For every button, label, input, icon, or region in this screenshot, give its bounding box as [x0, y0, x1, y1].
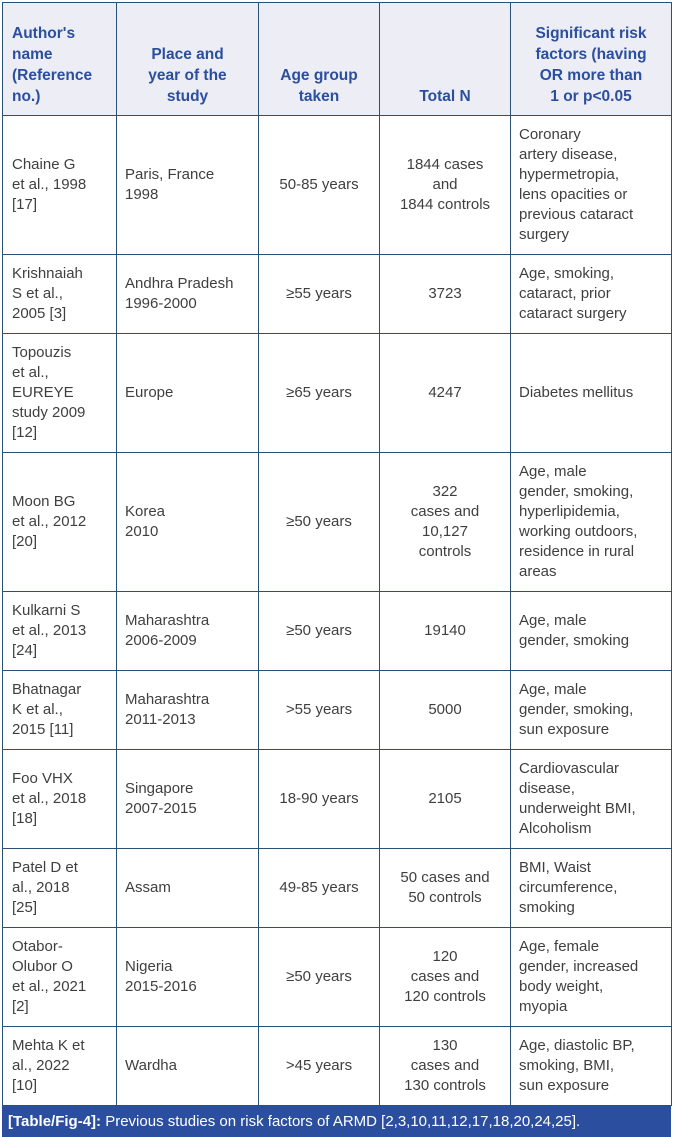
cell-age-group: ≥50 years	[258, 591, 380, 671]
cell-author: Krishnaiah S et al., 2005 [3]	[2, 254, 117, 334]
cell-place-year: Singapore 2007-2015	[116, 749, 259, 849]
column-header-age-group: Age group taken	[258, 2, 380, 116]
cell-risk-factors: Age, diastolic BP, smoking, BMI, sun exp…	[510, 1026, 672, 1106]
caption-text: Previous studies on risk factors of ARMD…	[101, 1113, 581, 1130]
table-row: Kulkarni S et al., 2013 [24] Maharashtra …	[2, 591, 672, 671]
cell-age-group: ≥55 years	[258, 254, 380, 334]
cell-author: Chaine G et al., 1998 [17]	[2, 115, 117, 255]
cell-total-n: 120 cases and 120 controls	[379, 927, 511, 1027]
cell-total-n: 3723	[379, 254, 511, 334]
cell-total-n: 4247	[379, 333, 511, 453]
previous-studies-table: Author's name (Reference no.) Place and y…	[2, 2, 672, 1106]
cell-total-n: 19140	[379, 591, 511, 671]
cell-age-group: >55 years	[258, 670, 380, 750]
cell-age-group: >45 years	[258, 1026, 380, 1106]
column-header-author: Author's name (Reference no.)	[2, 2, 117, 116]
table-caption: [Table/Fig-4]: Previous studies on risk …	[2, 1106, 671, 1137]
table-row: Foo VHX et al., 2018 [18] Singapore 2007-…	[2, 749, 672, 849]
cell-risk-factors: Coronary artery disease, hypermetropia, …	[510, 115, 672, 255]
cell-author: Foo VHX et al., 2018 [18]	[2, 749, 117, 849]
cell-risk-factors: Age, male gender, smoking, sun exposure	[510, 670, 672, 750]
cell-age-group: ≥50 years	[258, 927, 380, 1027]
cell-age-group: 49-85 years	[258, 848, 380, 928]
column-header-risk-factors: Significant risk factors (having OR more…	[510, 2, 672, 116]
cell-author: Kulkarni S et al., 2013 [24]	[2, 591, 117, 671]
cell-risk-factors: Age, male gender, smoking	[510, 591, 672, 671]
table-row: Moon BG et al., 2012 [20] Korea 2010 ≥50 y…	[2, 452, 672, 592]
column-header-place-year: Place and year of the study	[116, 2, 259, 116]
cell-age-group: ≥65 years	[258, 333, 380, 453]
cell-total-n: 2105	[379, 749, 511, 849]
cell-author: Bhatnagar K et al., 2015 [11]	[2, 670, 117, 750]
cell-age-group: 50-85 years	[258, 115, 380, 255]
cell-total-n: 1844 cases and 1844 controls	[379, 115, 511, 255]
cell-age-group: 18-90 years	[258, 749, 380, 849]
cell-place-year: Europe	[116, 333, 259, 453]
table-row: Topouzis et al., EUREYE study 2009 [12] E…	[2, 333, 672, 453]
cell-risk-factors: Cardiovascular disease, underweight BMI,…	[510, 749, 672, 849]
cell-author: Mehta K et al., 2022 [10]	[2, 1026, 117, 1106]
cell-total-n: 130 cases and 130 controls	[379, 1026, 511, 1106]
cell-author: Topouzis et al., EUREYE study 2009 [12]	[2, 333, 117, 453]
cell-place-year: Maharashtra 2006-2009	[116, 591, 259, 671]
cell-place-year: Maharashtra 2011-2013	[116, 670, 259, 750]
table-row: Bhatnagar K et al., 2015 [11] Maharashtra…	[2, 670, 672, 750]
cell-age-group: ≥50 years	[258, 452, 380, 592]
cell-risk-factors: Age, male gender, smoking, hyperlipidemi…	[510, 452, 672, 592]
column-header-total-n: Total N	[379, 2, 511, 116]
table-row: Otabor- Olubor O et al., 2021 [2] Nigeria…	[2, 927, 672, 1027]
table-body: Chaine G et al., 1998 [17] Paris, France …	[2, 115, 672, 1106]
cell-author: Patel D et al., 2018 [25]	[2, 848, 117, 928]
cell-place-year: Assam	[116, 848, 259, 928]
table-row: Mehta K et al., 2022 [10] Wardha >45 years…	[2, 1026, 672, 1106]
header-row: Author's name (Reference no.) Place and y…	[2, 2, 672, 116]
cell-place-year: Korea 2010	[116, 452, 259, 592]
cell-risk-factors: Age, smoking, cataract, prior cataract s…	[510, 254, 672, 334]
cell-risk-factors: BMI, Waist circumference, smoking	[510, 848, 672, 928]
table-row: Krishnaiah S et al., 2005 [3] Andhra Prad…	[2, 254, 672, 334]
cell-author: Moon BG et al., 2012 [20]	[2, 452, 117, 592]
cell-place-year: Paris, France 1998	[116, 115, 259, 255]
caption-tag: [Table/Fig-4]:	[8, 1113, 102, 1130]
table-row: Chaine G et al., 1998 [17] Paris, France …	[2, 115, 672, 255]
table-row: Patel D et al., 2018 [25] Assam 49-85 year…	[2, 848, 672, 928]
cell-author: Otabor- Olubor O et al., 2021 [2]	[2, 927, 117, 1027]
cell-risk-factors: Diabetes mellitus	[510, 333, 672, 453]
cell-total-n: 5000	[379, 670, 511, 750]
cell-place-year: Wardha	[116, 1026, 259, 1106]
table-header: Author's name (Reference no.) Place and y…	[2, 2, 672, 116]
cell-place-year: Nigeria 2015-2016	[116, 927, 259, 1027]
cell-risk-factors: Age, female gender, increased body weigh…	[510, 927, 672, 1027]
cell-total-n: 322 cases and 10,127 controls	[379, 452, 511, 592]
cell-place-year: Andhra Pradesh 1996-2000	[116, 254, 259, 334]
cell-total-n: 50 cases and 50 controls	[379, 848, 511, 928]
